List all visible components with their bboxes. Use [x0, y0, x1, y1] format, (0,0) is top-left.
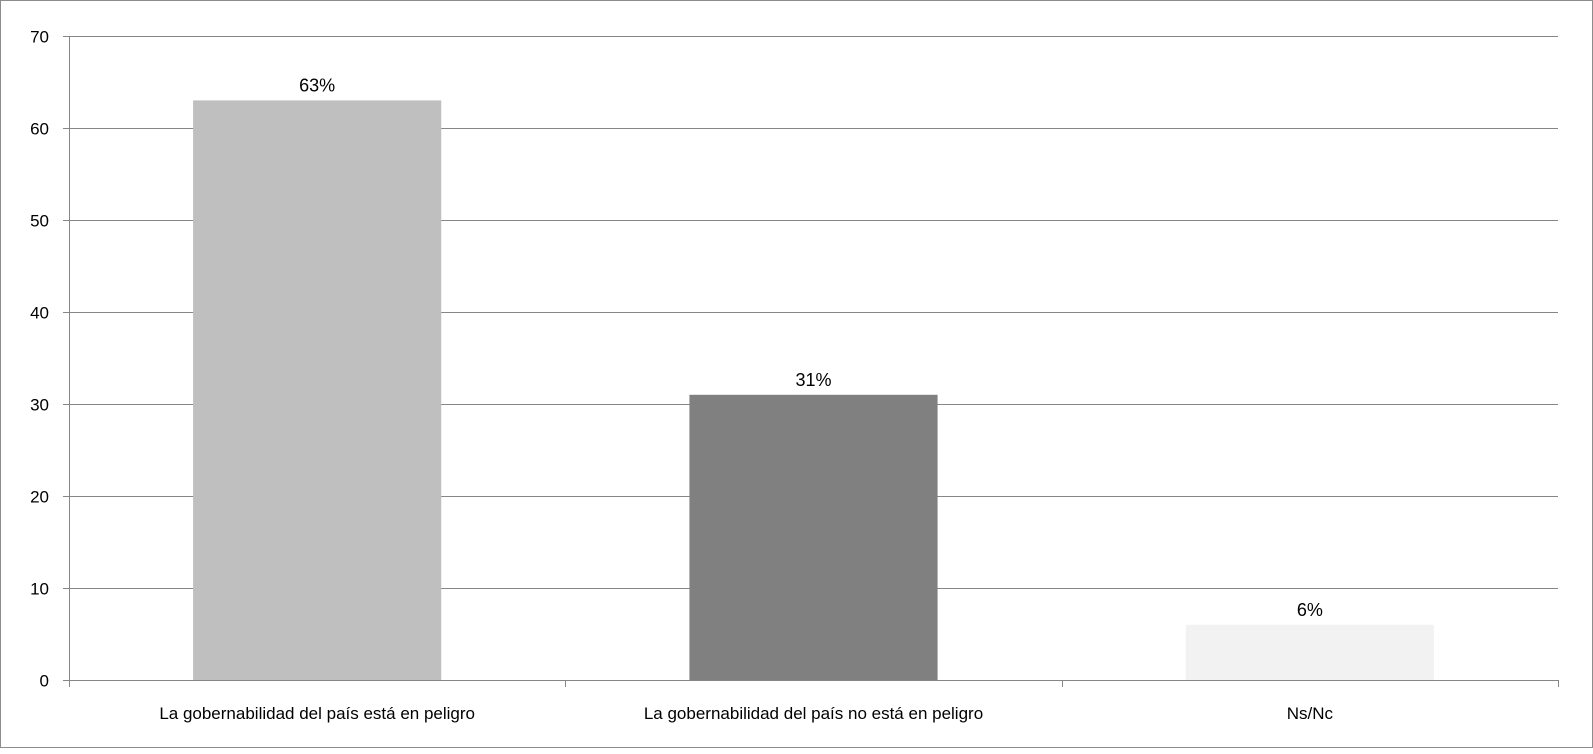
y-tick-label: 70	[30, 28, 49, 47]
y-tick-label: 10	[30, 580, 49, 599]
bars	[193, 100, 1434, 680]
y-tick-label: 50	[30, 212, 49, 231]
bar-2	[689, 394, 938, 680]
labels: 0 10 20 30 40 50 60 70 63% La gobernabilidad del …	[30, 28, 1333, 724]
x-category-label: La gobernabilidad del país está en pelig…	[159, 704, 475, 723]
bar-1	[193, 100, 442, 680]
y-tick-label: 20	[30, 488, 49, 507]
x-category-label: La gobernabilidad del país no está en pe…	[644, 704, 983, 723]
data-label: 6%	[1297, 600, 1323, 620]
axes	[63, 36, 1559, 687]
bar-3	[1185, 624, 1434, 680]
y-tick-label: 0	[40, 672, 49, 691]
y-tick-label: 30	[30, 396, 49, 415]
data-label: 31%	[795, 370, 831, 390]
x-category-label: Ns/Nc	[1287, 704, 1334, 723]
data-label: 63%	[299, 75, 335, 95]
y-tick-label: 40	[30, 304, 49, 323]
y-tick-label: 60	[30, 120, 49, 139]
